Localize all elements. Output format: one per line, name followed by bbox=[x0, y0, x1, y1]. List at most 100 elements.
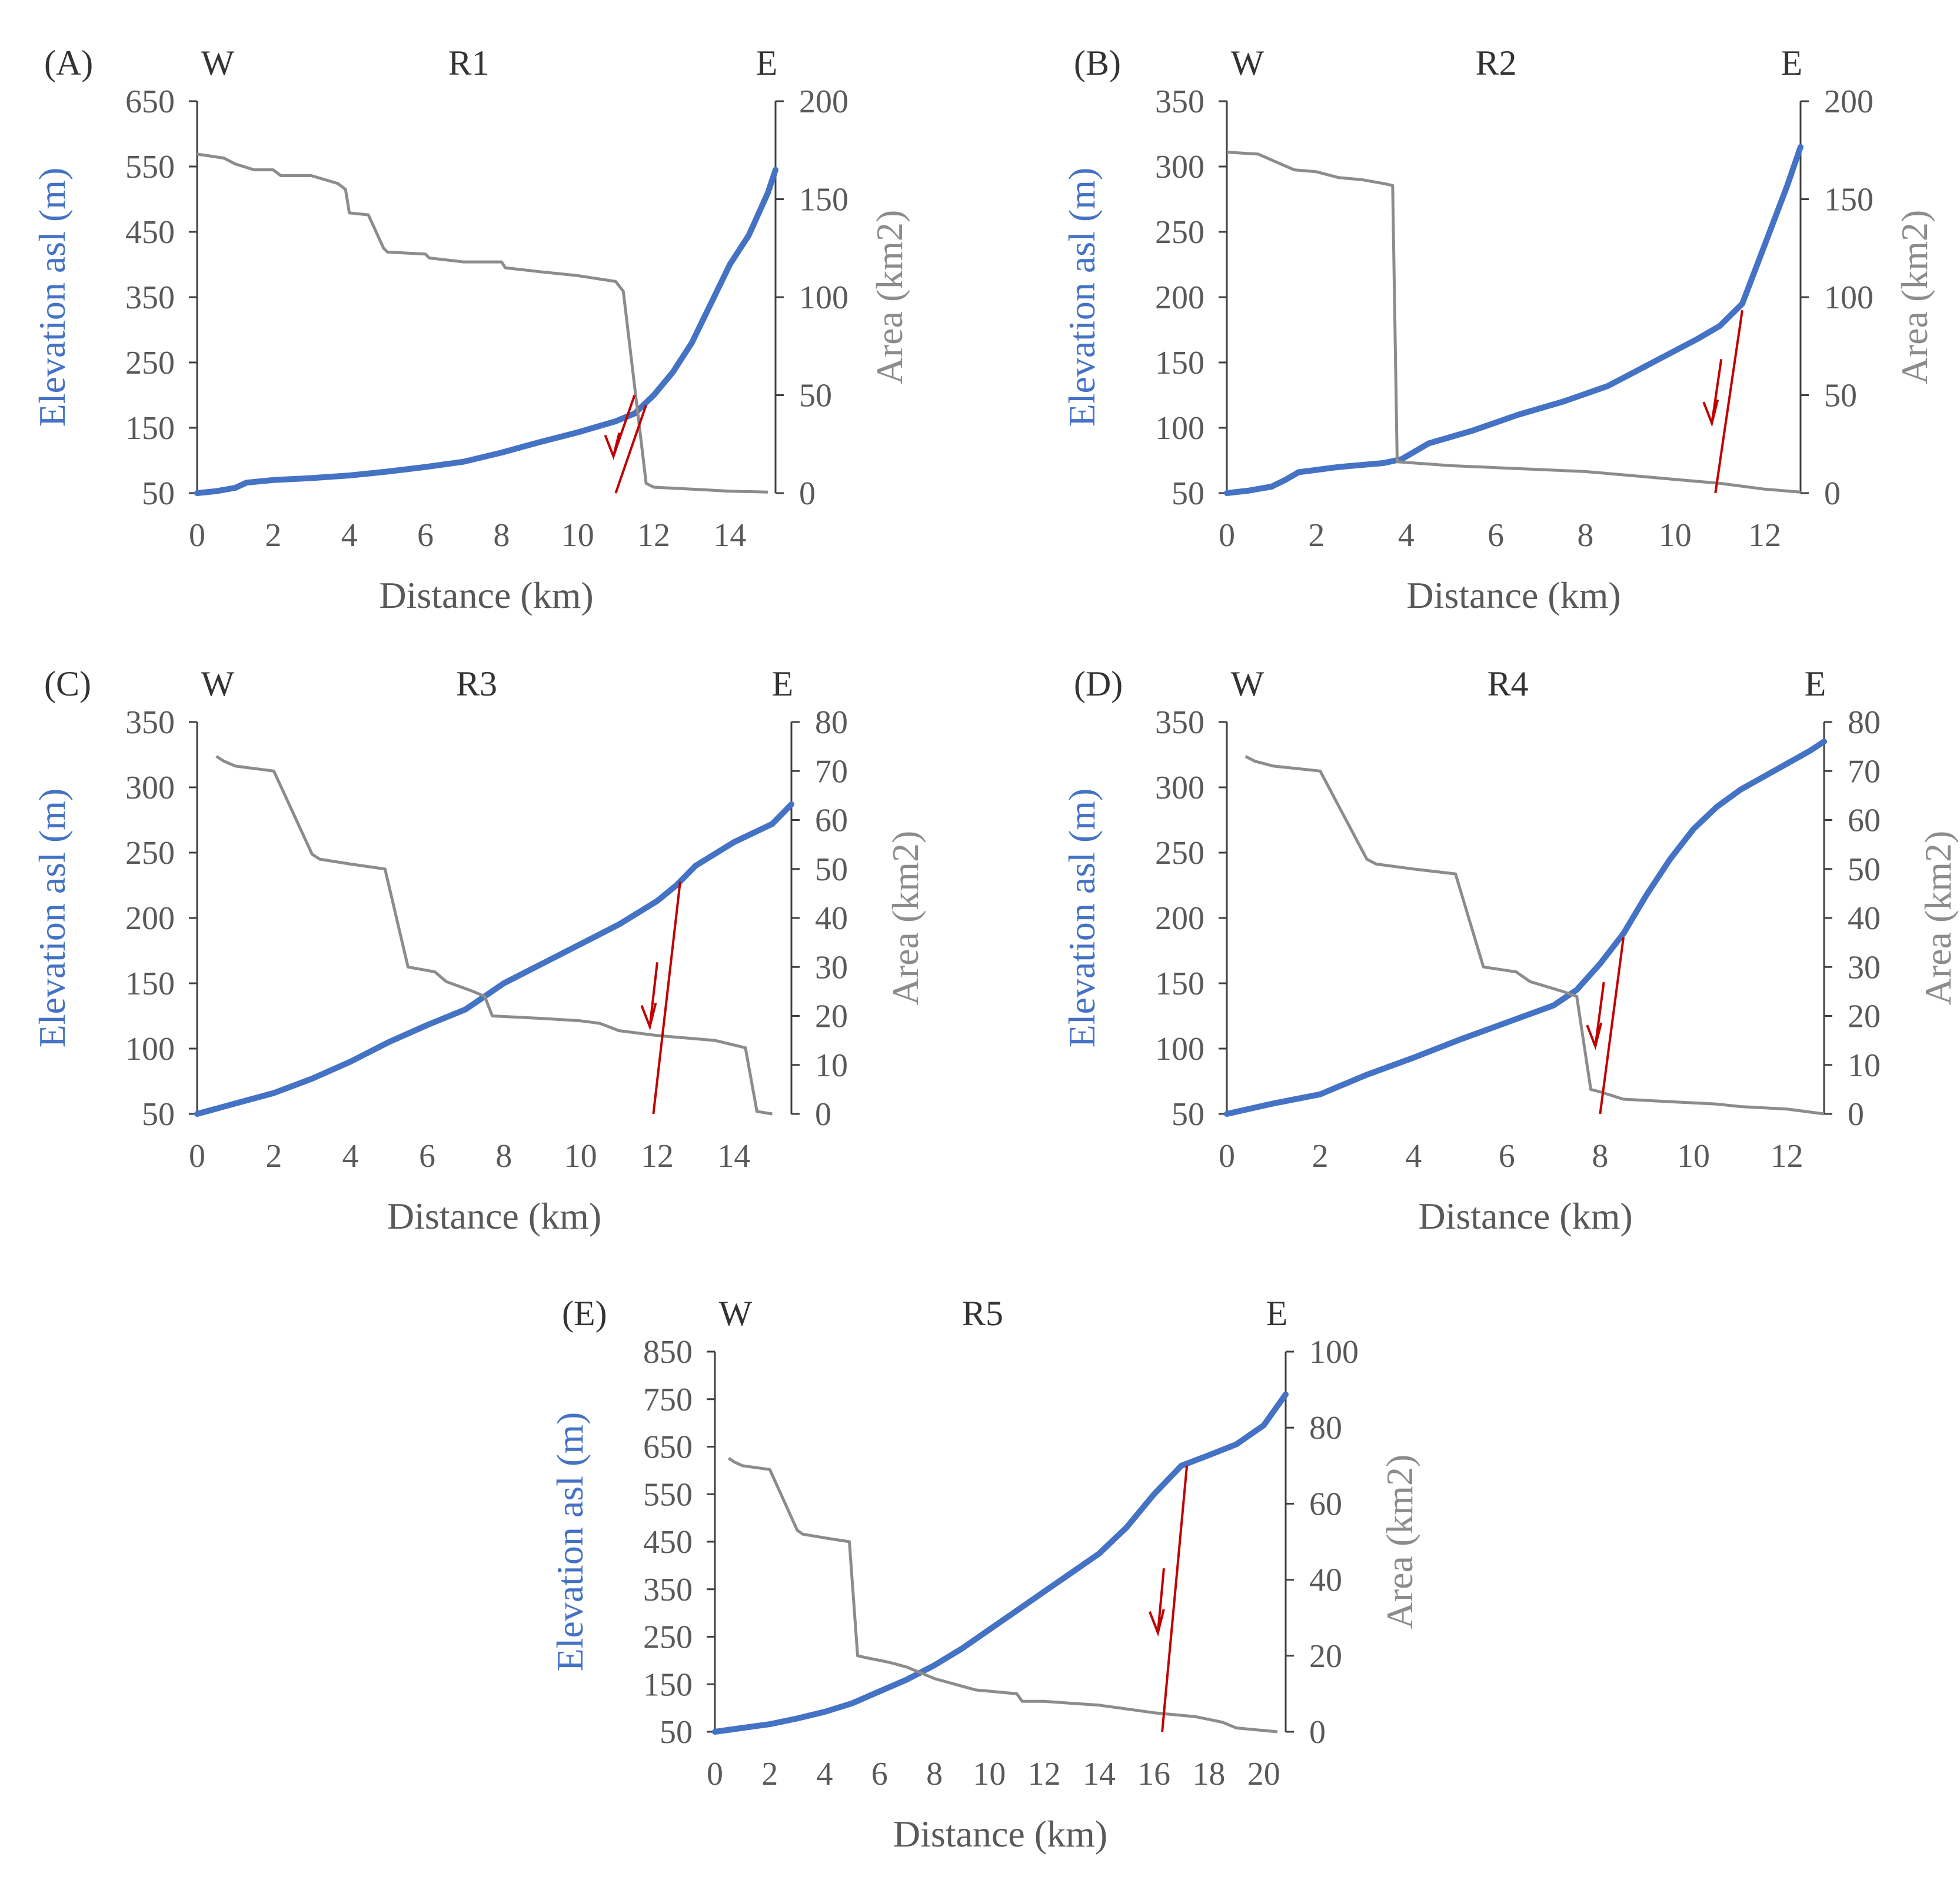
x-tick-label: 6 bbox=[1499, 1138, 1515, 1175]
elevation-series-line bbox=[194, 167, 778, 496]
y2-tick-label: 50 bbox=[1824, 378, 1857, 414]
y2-tick-label: 0 bbox=[799, 475, 816, 512]
x-tick-label: 6 bbox=[871, 1756, 888, 1792]
y2-tick-label: 70 bbox=[815, 753, 848, 790]
panel-label: (E) bbox=[562, 1294, 607, 1333]
east-label: E bbox=[1781, 44, 1803, 82]
y-tick-label: 850 bbox=[643, 1334, 693, 1370]
y-tick-label: 250 bbox=[1155, 214, 1204, 251]
fault-arrow-head bbox=[604, 433, 621, 461]
x-axis-title: Distance (km) bbox=[893, 1813, 1107, 1855]
y-tick-label: 200 bbox=[1155, 900, 1204, 937]
y2-tick-label: 0 bbox=[815, 1096, 831, 1133]
y-tick-label: 200 bbox=[125, 900, 175, 937]
y-tick-label: 250 bbox=[125, 345, 175, 381]
y2-tick-label: 40 bbox=[1848, 900, 1881, 937]
chart-panel-a: 50 150 250 350 450 550 650 0 50 100 150 200 0 2 4 6 8 10 1… bbox=[31, 44, 910, 616]
fault-arrow-shaft bbox=[1156, 1568, 1165, 1633]
y2-tick-label: 100 bbox=[1309, 1334, 1359, 1370]
y2-tick-label: 200 bbox=[799, 84, 848, 120]
y-tick-label: 50 bbox=[1172, 1096, 1204, 1133]
y-tick-label: 550 bbox=[125, 149, 175, 185]
y-tick-label: 300 bbox=[125, 770, 175, 806]
y-tick-label: 150 bbox=[1155, 345, 1204, 381]
x-tick-label: 4 bbox=[1405, 1138, 1422, 1175]
x-axis-title: Distance (km) bbox=[387, 1195, 601, 1237]
y2-axis-title: Area (km2) bbox=[1894, 210, 1935, 385]
x-axis-title: Distance (km) bbox=[1406, 574, 1620, 616]
fault-arrow-shaft bbox=[1594, 982, 1605, 1047]
fault-arrow-head bbox=[1148, 1609, 1165, 1637]
y-tick-label: 650 bbox=[643, 1429, 693, 1466]
y2-tick-label: 40 bbox=[815, 900, 848, 937]
chart-panel-c: 50 100 150 200 250 300 350 0 10 20 30 40 50 60 70 80 0 2 4… bbox=[31, 664, 926, 1237]
y-tick-label: 350 bbox=[1155, 704, 1204, 741]
y-axis-title: Elevation asl (m) bbox=[1061, 168, 1103, 427]
y2-tick-label: 100 bbox=[1824, 280, 1874, 316]
y-tick-label: 200 bbox=[1155, 280, 1204, 316]
x-tick-label: 2 bbox=[1312, 1138, 1329, 1175]
x-tick-label: 12 bbox=[637, 517, 670, 554]
y2-tick-label: 80 bbox=[815, 704, 848, 741]
y-tick-label: 50 bbox=[660, 1714, 693, 1751]
x-tick-label: 10 bbox=[973, 1756, 1006, 1792]
x-axis-title: Distance (km) bbox=[379, 574, 593, 616]
fault-arrow-shaft bbox=[648, 962, 658, 1027]
elevation-series-line bbox=[1224, 738, 1827, 1117]
x-tick-label: 10 bbox=[1659, 517, 1692, 554]
y-tick-label: 50 bbox=[142, 1096, 175, 1133]
y2-tick-label: 20 bbox=[1848, 999, 1881, 1035]
y-tick-label: 350 bbox=[643, 1572, 693, 1608]
y2-tick-label: 10 bbox=[815, 1047, 848, 1084]
y2-tick-label: 50 bbox=[799, 378, 832, 414]
x-tick-label: 0 bbox=[1219, 517, 1235, 554]
x-tick-label: 2 bbox=[265, 1138, 282, 1175]
fault-line bbox=[1714, 310, 1743, 494]
y2-tick-label: 70 bbox=[1848, 753, 1881, 790]
fault-line bbox=[614, 404, 648, 494]
chart-title: R1 bbox=[448, 44, 489, 82]
y2-tick-label: 60 bbox=[815, 803, 848, 839]
x-tick-label: 4 bbox=[1398, 517, 1415, 554]
y-axis-title: Elevation asl (m) bbox=[31, 789, 73, 1048]
x-tick-label: 6 bbox=[1488, 517, 1504, 554]
y2-tick-label: 150 bbox=[1824, 182, 1874, 218]
y2-axis-title: Area (km2) bbox=[868, 210, 910, 385]
fault-arrow-head bbox=[1702, 399, 1719, 427]
x-tick-label: 2 bbox=[265, 517, 281, 554]
x-tick-label: 4 bbox=[817, 1756, 833, 1792]
y2-tick-label: 80 bbox=[1848, 704, 1881, 741]
y-tick-label: 150 bbox=[1155, 966, 1204, 1002]
y2-tick-label: 20 bbox=[1309, 1638, 1342, 1675]
west-label: W bbox=[1231, 44, 1264, 82]
y-tick-label: 350 bbox=[1155, 84, 1204, 120]
y2-tick-label: 10 bbox=[1848, 1047, 1881, 1084]
x-tick-label: 12 bbox=[1748, 517, 1781, 554]
y-tick-label: 250 bbox=[643, 1619, 693, 1656]
y-axis-title: Elevation asl (m) bbox=[31, 168, 73, 427]
y2-tick-label: 80 bbox=[1309, 1410, 1342, 1446]
y2-tick-label: 30 bbox=[1848, 949, 1881, 986]
east-label: E bbox=[756, 44, 778, 82]
y2-axis-title: Area (km2) bbox=[1917, 831, 1959, 1006]
x-tick-label: 0 bbox=[189, 517, 205, 554]
x-tick-label: 14 bbox=[1083, 1756, 1116, 1792]
west-label: W bbox=[1231, 664, 1264, 703]
x-tick-label: 20 bbox=[1247, 1756, 1280, 1792]
x-tick-label: 16 bbox=[1137, 1756, 1170, 1792]
x-tick-label: 8 bbox=[493, 517, 510, 554]
east-label: E bbox=[1266, 1294, 1288, 1333]
x-tick-label: 10 bbox=[561, 517, 594, 554]
x-tick-label: 2 bbox=[1308, 517, 1325, 554]
fault-arrow-head bbox=[640, 1003, 657, 1031]
y2-tick-label: 0 bbox=[1848, 1096, 1864, 1133]
panel-label: (B) bbox=[1074, 44, 1121, 82]
y2-tick-label: 20 bbox=[815, 999, 848, 1035]
fault-line bbox=[1161, 1465, 1189, 1732]
y-tick-label: 350 bbox=[125, 280, 175, 316]
x-tick-label: 14 bbox=[717, 1138, 750, 1175]
y-tick-label: 100 bbox=[125, 1031, 175, 1067]
y2-tick-label: 200 bbox=[1824, 84, 1874, 120]
x-tick-label: 10 bbox=[1677, 1138, 1710, 1175]
